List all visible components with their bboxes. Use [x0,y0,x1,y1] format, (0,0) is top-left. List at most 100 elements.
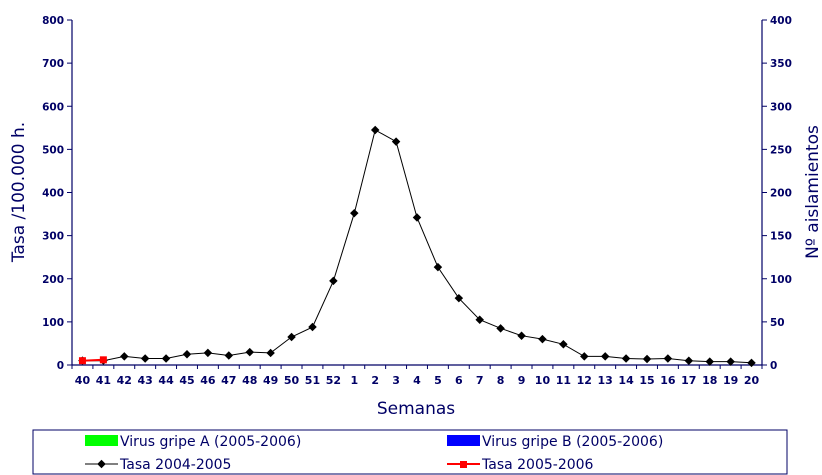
y-tick-label: 0 [57,360,64,372]
plot-area [71,20,763,366]
y2-axis-title: Nº aislamientos [803,125,822,259]
y-tick-label: 600 [42,101,64,113]
y2-tick-label: 150 [770,231,792,243]
x-tick-label: 48 [242,374,257,387]
y2-tick-label: 250 [770,144,792,156]
data-point-tasa-2004-2005 [182,349,192,359]
x-tick-label: 17 [681,374,696,387]
x-tick-label: 5 [434,374,442,387]
x-tick-label: 49 [263,374,278,387]
data-point-tasa-2004-2005 [559,340,568,349]
data-point-tasa-2004-2005 [245,347,254,357]
y-tick-label: 700 [42,58,64,70]
data-point-tasa-2004-2005 [621,354,631,363]
x-tick-label: 16 [660,374,676,387]
x-tick-label: 1 [350,374,358,387]
data-point-tasa-2004-2005 [454,293,464,303]
data-point-tasa-2004-2005 [705,357,714,366]
x-tick-label: 15 [639,374,654,387]
y2-tick-label: 0 [770,360,777,372]
y-tick-label: 800 [42,15,64,27]
x-tick-label: 14 [618,374,634,387]
data-point-tasa-2004-2005 [747,358,756,368]
x-tick-label: 13 [598,374,613,387]
y-axis-ticks: 0 100 200 300 400 500 600 700 800 [42,15,72,372]
data-point-tasa-2004-2005 [663,354,673,363]
y2-tick-label: 100 [770,274,792,286]
legend-label-virus-b: Virus gripe B (2005-2006) [482,434,663,450]
series-layer [78,125,756,368]
x-tick-label: 43 [138,374,153,387]
x-tick-label: 50 [284,374,300,387]
y2-axis-ticks: 0 50 100 150 200 250 300 350 400 [762,15,792,372]
x-tick-label: 19 [723,374,738,387]
y2-tick-label: 50 [770,317,785,329]
legend: Virus gripe A (2005-2006) Virus gripe B … [32,429,788,475]
x-tick-label: 20 [744,374,760,387]
data-point-tasa-2004-2005 [203,348,213,358]
data-point-tasa-2004-2005 [287,332,296,342]
data-point-tasa-2004-2005 [684,356,694,365]
y2-tick-label: 350 [770,58,792,70]
x-tick-label: 7 [476,374,484,387]
data-point-tasa-2004-2005 [496,324,505,333]
data-point-tasa-2004-2005 [600,352,610,361]
data-point-tasa-2004-2005 [391,137,401,146]
legend-swatch-tasa-2004-2005 [85,459,118,469]
data-point-tasa-2004-2005 [642,354,652,364]
x-tick-label: 45 [179,374,194,387]
y-axis-title: Tasa /100.000 h. [9,122,29,263]
x-tick-label: 46 [200,374,216,387]
data-point-tasa-2004-2005 [350,208,359,218]
legend-label-tasa-2005-2006: Tasa 2005-2006 [481,457,594,473]
legend-label-tasa-2004-2005: Tasa 2004-2005 [119,457,231,473]
y2-tick-label: 200 [770,188,792,200]
x-tick-label: 4 [413,374,421,387]
x-tick-label: 52 [326,374,341,387]
y2-tick-label: 300 [770,101,792,113]
legend-label-virus-a: Virus gripe A (2005-2006) [120,434,301,450]
data-point-tasa-2004-2005 [161,354,171,363]
y-tick-label: 200 [42,274,64,286]
x-axis-title: Semanas [377,399,455,419]
x-tick-label: 2 [371,374,379,387]
legend-frame [32,429,788,475]
data-point-tasa-2004-2005 [120,352,129,361]
data-point-tasa-2005-2006 [99,356,107,364]
data-point-tasa-2004-2005 [538,334,547,344]
y2-tick-label: 400 [770,15,792,27]
data-point-tasa-2004-2005 [517,331,526,340]
data-point-tasa-2004-2005 [433,262,443,272]
data-point-tasa-2004-2005 [329,276,338,286]
data-point-tasa-2004-2005 [140,354,150,363]
x-tick-label: 12 [577,374,592,387]
y-tick-label: 500 [42,144,64,156]
series-line-tasa-2004-2005 [82,129,752,364]
x-axis-ticks: 40 41 42 43 44 45 46 47 48 49 50 51 52 1 2 3 4 5 6 7 8 9 10 11 1… [71,365,763,387]
x-tick-label: 11 [556,374,571,387]
data-point-tasa-2004-2005 [266,348,275,358]
data-point-tasa-2004-2005 [412,213,422,222]
data-point-tasa-2004-2005 [370,125,380,135]
x-tick-label: 44 [158,374,174,387]
x-tick-label: 40 [75,374,91,387]
x-tick-label: 6 [455,374,463,387]
x-tick-label: 47 [221,374,236,387]
x-tick-label: 8 [497,374,505,387]
data-point-tasa-2004-2005 [580,352,589,361]
x-tick-label: 10 [535,374,551,387]
data-point-tasa-2004-2005 [308,322,317,332]
y-tick-label: 300 [42,231,64,243]
legend-swatch-tasa-2005-2006 [447,461,480,468]
data-point-tasa-2005-2006 [78,357,86,365]
legend-swatch-virus-a [85,435,118,446]
x-tick-label: 42 [117,374,132,387]
y-tick-label: 400 [42,188,64,200]
x-tick-label: 9 [518,374,526,387]
x-tick-label: 41 [96,374,111,387]
x-tick-label: 18 [702,374,717,387]
legend-swatch-virus-b [447,435,480,446]
data-point-tasa-2004-2005 [224,351,234,360]
y-tick-label: 100 [42,317,64,329]
